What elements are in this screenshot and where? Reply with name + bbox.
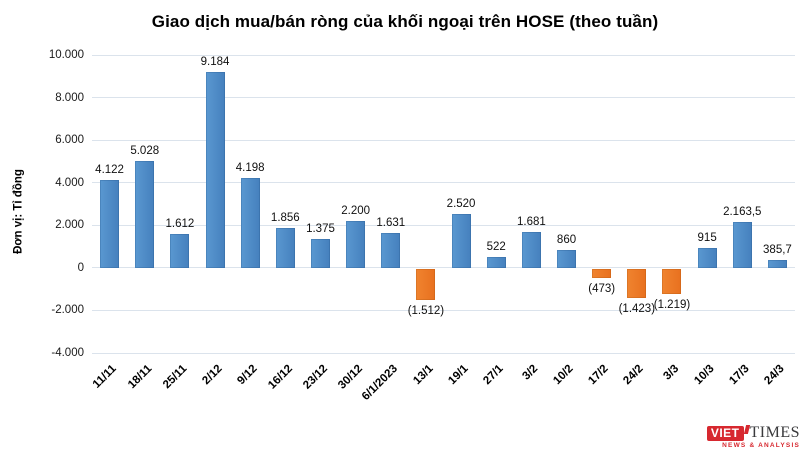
logo-viet-box: VIET [706, 425, 744, 441]
x-axis-label: 6/1/2023 [359, 362, 401, 403]
x-axis-label: 2/12 [199, 362, 225, 388]
gridline [92, 309, 795, 311]
bar-11/11 [100, 180, 120, 268]
bar-16/12 [275, 228, 295, 268]
bar-17/2 [592, 268, 612, 278]
gridline [92, 267, 795, 269]
x-axis-label: 19/1 [446, 362, 471, 388]
logo-row: VIET TIMES [706, 424, 800, 442]
bar-18/11 [135, 160, 155, 268]
data-label: 4.198 [235, 162, 265, 175]
bar-2/12 [205, 72, 225, 268]
bar-19/1 [451, 214, 471, 268]
x-axis-label: 24/3 [762, 362, 787, 388]
data-label: 1.681 [516, 216, 546, 229]
data-label: (473) [588, 282, 616, 295]
y-axis-tick-label: 6.000 [55, 134, 84, 147]
y-axis-tick-label: -4.000 [51, 347, 84, 359]
bar-6/1/2023 [381, 233, 401, 268]
bar-24/2 [627, 268, 647, 299]
data-label: 1.375 [306, 222, 335, 235]
x-axis-label: 3/2 [520, 362, 541, 383]
data-label: 5.028 [130, 144, 160, 157]
bar-3/3 [662, 268, 682, 294]
y-axis-tick-label: 2.000 [55, 219, 84, 232]
x-axis-label: 16/12 [265, 362, 295, 392]
x-axis-label: 10/2 [551, 362, 576, 388]
data-label: 2.520 [446, 198, 476, 211]
x-axis-label: 18/11 [125, 362, 154, 392]
bar-9/12 [240, 178, 260, 268]
x-axis-label: 27/1 [481, 362, 506, 388]
x-axis-label: 9/12 [235, 362, 260, 388]
data-label: 1.631 [376, 217, 406, 230]
gridline [92, 54, 795, 56]
x-axis-label: 3/3 [661, 362, 682, 383]
bar-25/11 [170, 233, 190, 268]
bar-17/3 [732, 221, 752, 268]
data-label: 522 [486, 240, 506, 253]
bar-27/1 [486, 256, 506, 268]
y-axis-tick-label: 8.000 [55, 91, 84, 104]
x-axis-label: 25/11 [160, 362, 190, 392]
data-label: 2.200 [341, 205, 371, 218]
bar-23/12 [310, 238, 330, 268]
data-label: (1.512) [407, 305, 445, 318]
x-axis-label: 23/12 [300, 362, 330, 392]
data-label: (1.423) [618, 303, 656, 316]
bar-30/12 [346, 221, 366, 268]
viettimes-logo: VIET TIMES NEWS & ANALYSIS [706, 424, 800, 449]
bar-10/3 [697, 248, 717, 268]
y-axis-tick-label: 10.000 [48, 49, 84, 61]
x-axis-label: 13/1 [410, 362, 436, 388]
logo-tagline: NEWS & ANALYSIS [722, 442, 800, 449]
data-label: 915 [697, 232, 717, 245]
x-axis-label: 24/2 [621, 362, 647, 388]
bar-3/2 [521, 232, 541, 268]
data-label: 860 [556, 233, 577, 246]
bar-24/3 [767, 259, 787, 268]
logo-times-text: TIMES [749, 424, 800, 441]
data-label: 9.184 [200, 56, 230, 69]
data-label: 1.612 [165, 217, 195, 230]
data-label: 4.122 [95, 164, 124, 177]
x-axis-label: 30/12 [336, 362, 365, 392]
gridline [92, 182, 795, 184]
y-axis-title: Đơn vị: Tỉ đồng [12, 169, 25, 254]
x-axis-label: 10/3 [692, 362, 717, 388]
y-axis-tick-label: -2.000 [51, 304, 84, 317]
bar-10/2 [557, 249, 577, 268]
data-label: 2.163,5 [723, 205, 762, 218]
gridline [92, 352, 795, 354]
data-label: 385,7 [763, 243, 792, 256]
x-axis-label: 17/3 [727, 362, 752, 388]
gridline [92, 224, 795, 226]
data-label: (1.219) [653, 298, 691, 311]
gridline [92, 139, 795, 141]
gridline [92, 97, 795, 99]
data-label: 1.856 [270, 212, 300, 225]
y-axis-tick-label: 4.000 [55, 176, 84, 189]
bar-13/1 [416, 268, 436, 301]
x-axis-label: 17/2 [586, 362, 611, 388]
y-axis-tick-label: 0 [77, 261, 84, 274]
x-axis-label: 11/11 [90, 362, 119, 391]
chart-title: Giao dịch mua/bán ròng của khối ngoại tr… [151, 12, 659, 31]
